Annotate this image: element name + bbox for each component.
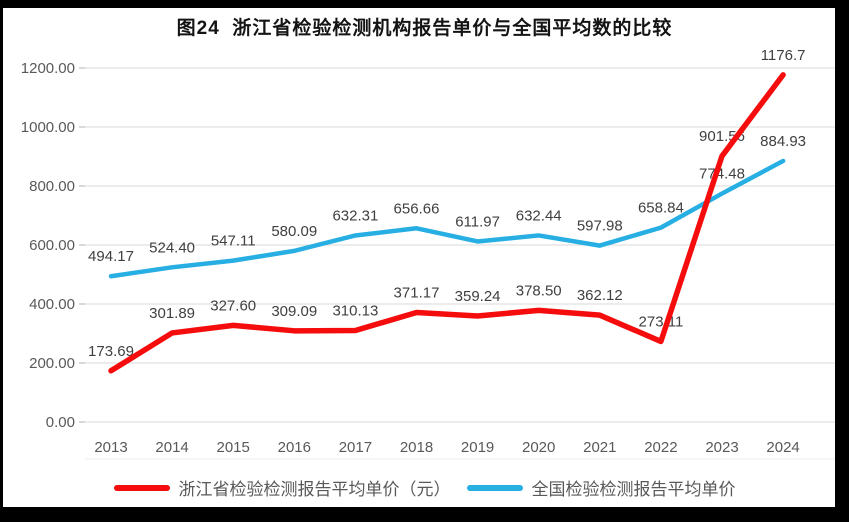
data-label-zhejiang: 301.89	[149, 305, 195, 322]
x-axis-label: 2017	[339, 439, 372, 456]
legend-item-zhejiang: 浙江省检验检测报告平均单价（元）	[113, 475, 451, 500]
data-label-national: 494.17	[88, 248, 134, 265]
data-label-national: 884.93	[760, 133, 806, 150]
x-axis-label: 2020	[522, 439, 555, 456]
series-line-zhejiang	[108, 72, 786, 374]
data-label-zhejiang: 327.60	[210, 297, 256, 314]
chart-legend: 浙江省检验检测报告平均单价（元） 全国检验检测报告平均单价	[0, 475, 849, 500]
x-axis-label: 2021	[583, 439, 616, 456]
y-axis-label: 1000.00	[21, 119, 75, 136]
x-axis-label: 2022	[644, 439, 677, 456]
x-axis-label: 2013	[94, 439, 127, 456]
data-label-zhejiang: 273.11	[639, 313, 684, 330]
x-axis-label: 2015	[217, 439, 250, 456]
data-label-zhejiang: 310.13	[332, 303, 378, 320]
data-label-national: 524.40	[149, 239, 195, 256]
legend-label-zhejiang: 浙江省检验检测报告平均单价（元）	[178, 480, 451, 499]
chart-background	[3, 8, 835, 507]
y-axis-label: 0.00	[46, 414, 75, 431]
x-axis-label: 2023	[705, 439, 738, 456]
x-axis-label: 2016	[278, 439, 311, 456]
legend-label-national: 全国检验检测报告平均单价	[531, 480, 736, 499]
y-axis-label: 600.00	[29, 237, 75, 254]
data-label-zhejiang: 371.17	[394, 285, 440, 302]
data-label-zhejiang: 359.24	[455, 288, 501, 305]
chart-title: 图24 浙江省检验检测机构报告单价与全国平均数的比较	[176, 18, 673, 39]
y-axis-label: 800.00	[29, 178, 75, 195]
data-label-zhejiang: 378.50	[516, 282, 562, 299]
data-label-zhejiang: 309.09	[271, 303, 317, 320]
data-label-national: 632.44	[516, 207, 562, 224]
data-label-zhejiang: 173.69	[88, 343, 134, 360]
data-label-national: 656.66	[394, 200, 440, 217]
x-axis-label: 2024	[766, 439, 799, 456]
x-axis-label: 2014	[155, 439, 188, 456]
y-axis-label: 1200.00	[21, 60, 75, 77]
y-axis-label: 400.00	[29, 296, 75, 313]
x-axis-label: 2018	[400, 439, 433, 456]
x-axis-label: 2019	[461, 439, 494, 456]
y-axis-label: 200.00	[29, 355, 75, 372]
data-label-national: 611.97	[455, 213, 500, 230]
data-label-national: 774.48	[699, 166, 745, 183]
data-label-zhejiang: 362.12	[577, 287, 623, 304]
data-label-zhejiang: 1176.7	[761, 47, 806, 64]
data-label-national: 547.11	[211, 233, 256, 250]
legend-line-marker-national	[466, 484, 523, 491]
data-label-national: 580.09	[271, 223, 317, 240]
data-label-national: 658.84	[638, 200, 684, 217]
legend-item-national: 全国检验检测报告平均单价	[466, 475, 736, 500]
series-line-national	[108, 158, 786, 279]
legend-line-marker-zhejiang	[113, 484, 170, 491]
data-label-national: 632.31	[332, 207, 378, 224]
data-label-national: 597.98	[577, 218, 623, 235]
